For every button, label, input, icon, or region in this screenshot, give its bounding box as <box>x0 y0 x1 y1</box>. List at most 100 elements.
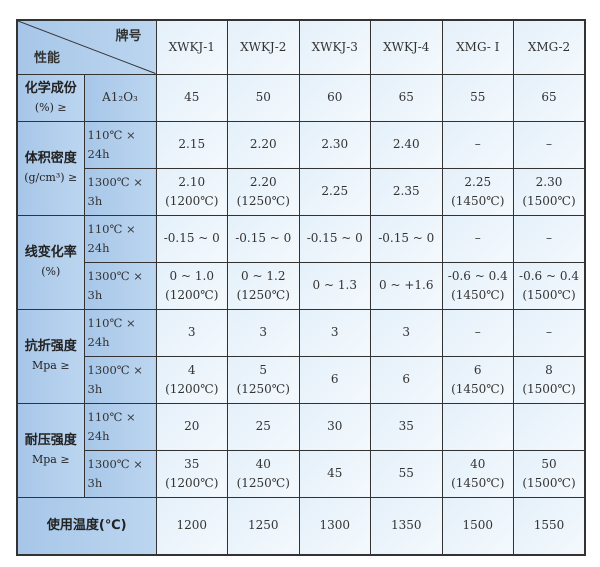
value-cell: 40 (1450℃) <box>441 449 514 498</box>
grade-header: XMG- Ⅰ <box>441 19 514 75</box>
flexural-label: 抗折强度 Mpa ≥ <box>16 308 85 404</box>
value-cell: 2.20 (1250℃) <box>227 167 300 216</box>
compressive-label: 耐压强度 Mpa ≥ <box>16 402 85 498</box>
linear-unit: (%) <box>41 265 61 278</box>
value: 2.40 <box>392 137 420 151</box>
test-temp-note: (1450℃) <box>451 193 505 208</box>
value: 8 <box>545 362 553 377</box>
compressive-name: 耐压强度 <box>24 433 77 448</box>
value: 6 <box>330 372 339 386</box>
value-cell: 3 <box>370 308 443 357</box>
value-cell: 20 <box>155 402 228 451</box>
value: 0 ~ 1.3 <box>312 278 357 292</box>
value-cell: 2.40 <box>370 120 443 169</box>
chem-value: 65 <box>370 73 443 122</box>
value-cell: 2.10 (1200℃) <box>155 167 228 216</box>
service-temp-value: 1200 <box>155 496 228 556</box>
test-temp-note: (1250℃) <box>236 287 290 302</box>
value: 25 <box>255 419 271 433</box>
value-cell: – <box>441 214 514 263</box>
value-cell: 0 ~ +1.6 <box>370 261 443 310</box>
value: 40 <box>255 456 271 471</box>
value: – <box>546 325 552 339</box>
service-temp-value: 1250 <box>227 496 300 556</box>
value-cell: 2.35 <box>370 167 443 216</box>
value-cell: – <box>513 308 586 357</box>
test-temp-note: (1500℃) <box>522 381 576 396</box>
value: 4 <box>187 362 196 377</box>
value-cell: 4 (1200℃) <box>155 355 228 404</box>
value: 3 <box>187 325 196 339</box>
value: 40 <box>470 456 486 471</box>
test-temp-note: (1200℃) <box>165 193 219 208</box>
value: 6 <box>402 372 411 386</box>
value-cell: 55 <box>370 449 443 498</box>
condition-label: 110℃ × 24h <box>83 214 157 263</box>
value: – <box>474 231 481 245</box>
value: 55 <box>398 466 414 480</box>
value-cell: 35 (1200℃) <box>155 449 228 498</box>
value: 2.30 <box>321 137 349 151</box>
test-temp-note: (1250℃) <box>236 475 290 490</box>
value: -0.6 ~ 0.4 <box>447 268 508 283</box>
value: 0 ~ +1.6 <box>379 278 434 292</box>
chem-value: 65 <box>513 73 586 122</box>
value-cell: 6 <box>370 355 443 404</box>
service-temp-value: 1350 <box>370 496 443 556</box>
value-cell: -0.15 ~ 0 <box>227 214 300 263</box>
value: – <box>474 325 481 339</box>
test-temp-note: (1250℃) <box>236 381 290 396</box>
value-cell: 6 <box>298 355 371 404</box>
chem-value: 50 <box>227 73 300 122</box>
test-temp-note: (1450℃) <box>451 287 505 302</box>
value-cell: – <box>513 120 586 169</box>
chem-value: 60 <box>298 73 371 122</box>
chem-value: 55 <box>441 73 514 122</box>
value-cell <box>441 402 514 451</box>
chem-composition-label: 化学成份 (%) ≥ <box>16 73 85 122</box>
test-temp-note: (1200℃) <box>165 287 219 302</box>
value-cell: -0.6 ~ 0.4 (1500℃) <box>513 261 586 310</box>
density-name: 体积密度 <box>24 151 77 166</box>
value-cell: 6 (1450℃) <box>441 355 514 404</box>
value-cell: 0 ~ 1.0 (1200℃) <box>155 261 228 310</box>
value-cell <box>513 402 586 451</box>
value: 2.10 <box>178 174 206 189</box>
value: 2.20 <box>249 137 277 151</box>
grade-label: 牌号 <box>115 29 142 44</box>
condition-label: 1300℃ × 3h <box>83 261 157 310</box>
test-temp-note: (1450℃) <box>451 475 505 490</box>
value: 35 <box>398 419 414 433</box>
test-temp-note: (1500℃) <box>522 475 576 490</box>
value: – <box>546 137 552 151</box>
test-temp-note: (1200℃) <box>165 381 219 396</box>
value-cell: -0.15 ~ 0 <box>155 214 228 263</box>
service-temp-value: 1500 <box>441 496 514 556</box>
value: 5 <box>259 362 268 377</box>
flexural-unit: Mpa ≥ <box>31 359 70 372</box>
value: – <box>546 231 552 245</box>
value: 0 ~ 1.2 <box>241 268 286 283</box>
value-cell: 2.20 <box>227 120 300 169</box>
compressive-unit: Mpa ≥ <box>31 453 70 466</box>
value-cell: 2.30 <box>298 120 371 169</box>
value: 30 <box>327 419 343 433</box>
value-cell: 2.25 (1450℃) <box>441 167 514 216</box>
test-temp-note: (1500℃) <box>522 193 576 208</box>
test-temp-note: (1200℃) <box>165 475 219 490</box>
value: 2.35 <box>392 184 420 198</box>
value-cell: -0.6 ~ 0.4 (1450℃) <box>441 261 514 310</box>
value: -0.6 ~ 0.4 <box>519 268 579 283</box>
grade-header: XWKJ-3 <box>298 19 371 75</box>
value-cell: 2.15 <box>155 120 228 169</box>
value-cell: 2.30 (1500℃) <box>513 167 586 216</box>
value-cell: 0 ~ 1.2 (1250℃) <box>227 261 300 310</box>
service-temp-label: 使用温度(℃) <box>16 496 157 556</box>
value: -0.15 ~ 0 <box>235 231 292 245</box>
value: 35 <box>184 456 200 471</box>
al2o3-label: A1₂O₃ <box>83 73 157 122</box>
condition-label: 110℃ × 24h <box>83 402 157 451</box>
density-label: 体积密度 (g/cm³) ≥ <box>16 120 85 216</box>
diagonal-divider <box>18 21 156 74</box>
grade-header: XMG-2 <box>513 19 586 75</box>
